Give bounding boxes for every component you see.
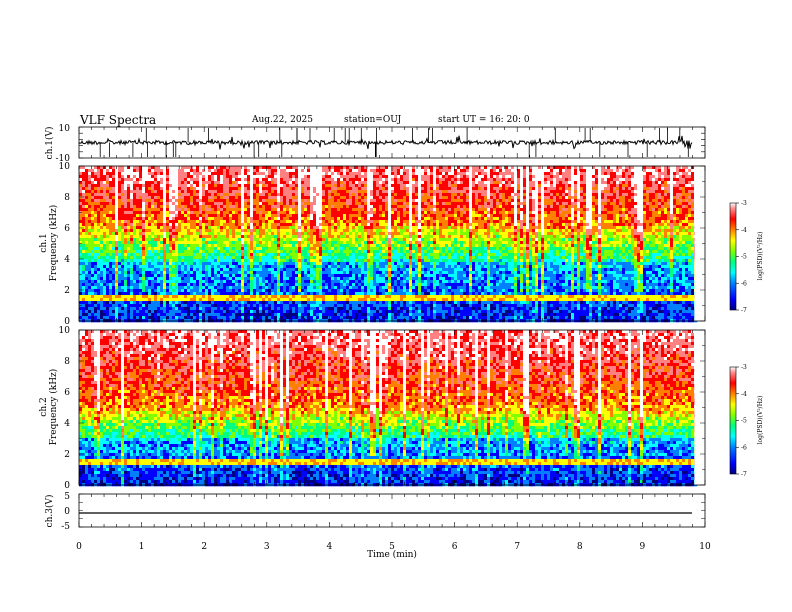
colorbar-tick-label: -7	[741, 307, 747, 314]
y-axis-titles: ch.1(V) ch.1 Frequency (kHz) ch.2 Freque…	[39, 127, 59, 528]
spec1-axis-title: ch.1	[39, 233, 49, 252]
freq-tick-label: 10	[59, 162, 71, 172]
figure-station: station=OUJ	[344, 115, 401, 125]
ch2-spectrogram-panel	[79, 330, 705, 486]
time-tick-label: 2	[201, 542, 207, 552]
colorbar-2: -3 -4 -5 -6 -7 log(PSD)(V²/Hz)	[730, 364, 764, 478]
colorbar-tick-label: -3	[741, 364, 747, 371]
freq-tick-label: 0	[64, 481, 70, 491]
freq-tick-label: 6	[64, 388, 70, 398]
colorbar-tick-label: -6	[741, 444, 747, 451]
time-tick-label: 8	[577, 542, 583, 552]
time-tick-label: 4	[327, 542, 333, 552]
freq-tick-label: 2	[64, 450, 70, 460]
colorbar-1: -3 -4 -5 -6 -7 log(PSD)(V²/Hz)	[730, 200, 764, 314]
figure-date: Aug.22, 2025	[252, 115, 313, 125]
time-tick-label: 7	[514, 542, 520, 552]
colorbar-1-label: log(PSD)(V²/Hz)	[757, 232, 764, 281]
freq-tick-label: 8	[64, 357, 70, 367]
freq-tick-label: 8	[64, 193, 70, 203]
ch1-spectrogram-panel	[79, 166, 705, 322]
freq-tick-label: 4	[64, 255, 70, 265]
colorbar-tick-label: -7	[741, 471, 747, 478]
time-tick-label: 1	[139, 542, 145, 552]
colorbar-tick-label: -4	[741, 227, 747, 234]
time-tick-label: 9	[640, 542, 646, 552]
ch1-axis-title: ch.1(V)	[44, 127, 55, 160]
time-tick-label: 3	[264, 542, 270, 552]
time-tick-label: 0	[76, 542, 82, 552]
ch3-tick-bottom: -5	[61, 522, 70, 532]
spec1-freq-title: Frequency (kHz)	[48, 205, 59, 282]
time-axis-title: Time (min)	[367, 549, 417, 560]
freq-tick-label: 10	[59, 326, 71, 336]
time-tick-label: 10	[699, 542, 711, 552]
ch3-tick-mid: 0	[64, 507, 70, 517]
ch3-tick-top: 5	[64, 492, 70, 502]
colorbar-tick-label: -4	[741, 391, 747, 398]
spec2-freq-title: Frequency (kHz)	[48, 369, 59, 446]
freq-tick-label: 6	[64, 224, 70, 234]
figure-start-time: start UT = 16: 20: 0	[438, 115, 530, 125]
colorbar-1-ticks: -3 -4 -5 -6 -7	[736, 200, 747, 314]
spec2-axis-title: ch.2	[39, 397, 49, 416]
colorbar-2-ticks: -3 -4 -5 -6 -7	[736, 364, 747, 478]
colorbar-tick-label: -5	[741, 418, 747, 425]
ch2-spectrogram-image	[79, 330, 705, 486]
figure-title: VLF Spectra	[80, 113, 156, 127]
freq-tick-label: 2	[64, 286, 70, 296]
colorbar-tick-label: -3	[741, 200, 747, 207]
time-tick-label: 6	[452, 542, 458, 552]
ch1-tick-top: 10	[59, 124, 71, 134]
colorbar-tick-label: -5	[741, 254, 747, 261]
colorbar-tick-label: -6	[741, 280, 747, 287]
colorbar-2-label: log(PSD)(V²/Hz)	[757, 396, 764, 445]
ch1-spectrogram-image	[79, 166, 705, 322]
freq-tick-label: 4	[64, 419, 70, 429]
ch3-axis-title: ch.3(V)	[44, 495, 55, 528]
